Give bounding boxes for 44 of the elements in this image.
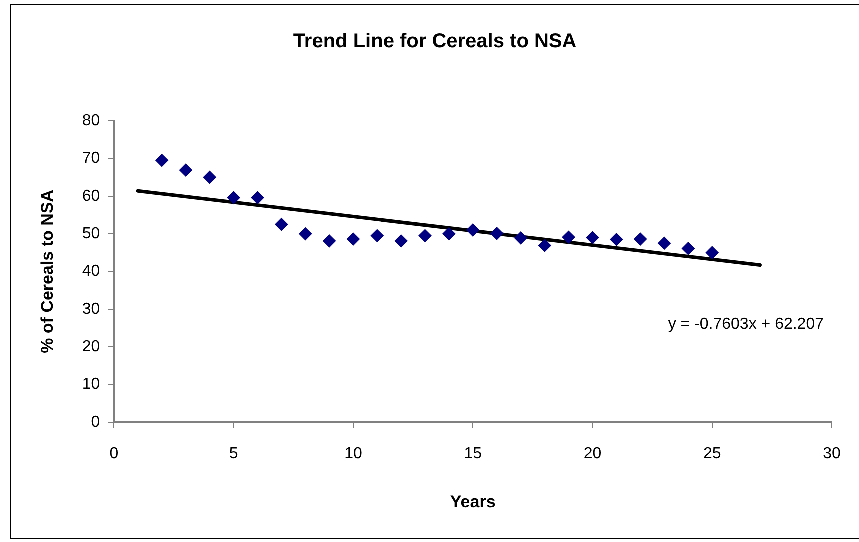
point (179, 164, 192, 177)
point (418, 229, 432, 242)
annotation: y = -0.7603x + 62.207 (668, 316, 824, 333)
x-tick-label: 30 (823, 445, 841, 462)
y-tick-label: 40 (82, 263, 100, 280)
y-tick-label: 20 (82, 338, 100, 356)
point (634, 232, 648, 246)
point (514, 232, 528, 245)
point (251, 191, 264, 204)
y-tick-label: 50 (82, 225, 100, 242)
x-axis-title: Years (450, 492, 496, 512)
point (370, 229, 384, 242)
point (682, 242, 695, 256)
point (299, 228, 312, 241)
point (227, 191, 240, 204)
point (323, 234, 336, 248)
point (538, 239, 552, 252)
chart-title: Trend Line for Cereals to NSA (293, 30, 577, 53)
point (275, 218, 288, 232)
point (394, 234, 408, 248)
point (442, 228, 456, 241)
point (203, 171, 216, 184)
y-tick-label: 0 (91, 414, 100, 431)
y-tick-label: 80 (82, 112, 100, 130)
x-tick-label: 0 (110, 445, 119, 462)
point (346, 232, 360, 246)
point (610, 233, 624, 246)
point (466, 224, 480, 237)
y-axis-title: % of Cereals to NSA (38, 190, 57, 354)
point (658, 236, 672, 250)
y-tick-label: 10 (82, 376, 100, 394)
x-tick-label: 20 (584, 445, 602, 462)
y-tick-label: 70 (82, 150, 100, 168)
y-tick-label: 30 (82, 300, 100, 318)
y-tick-label: 60 (82, 188, 100, 205)
x-tick-label: 15 (464, 445, 482, 462)
point (490, 227, 504, 240)
x-tick-label: 25 (703, 445, 722, 462)
point (706, 246, 719, 260)
point (562, 230, 576, 244)
x-tick-label: 10 (344, 445, 362, 462)
point (586, 231, 600, 244)
point (156, 154, 169, 168)
x-tick-label: 5 (229, 445, 238, 462)
